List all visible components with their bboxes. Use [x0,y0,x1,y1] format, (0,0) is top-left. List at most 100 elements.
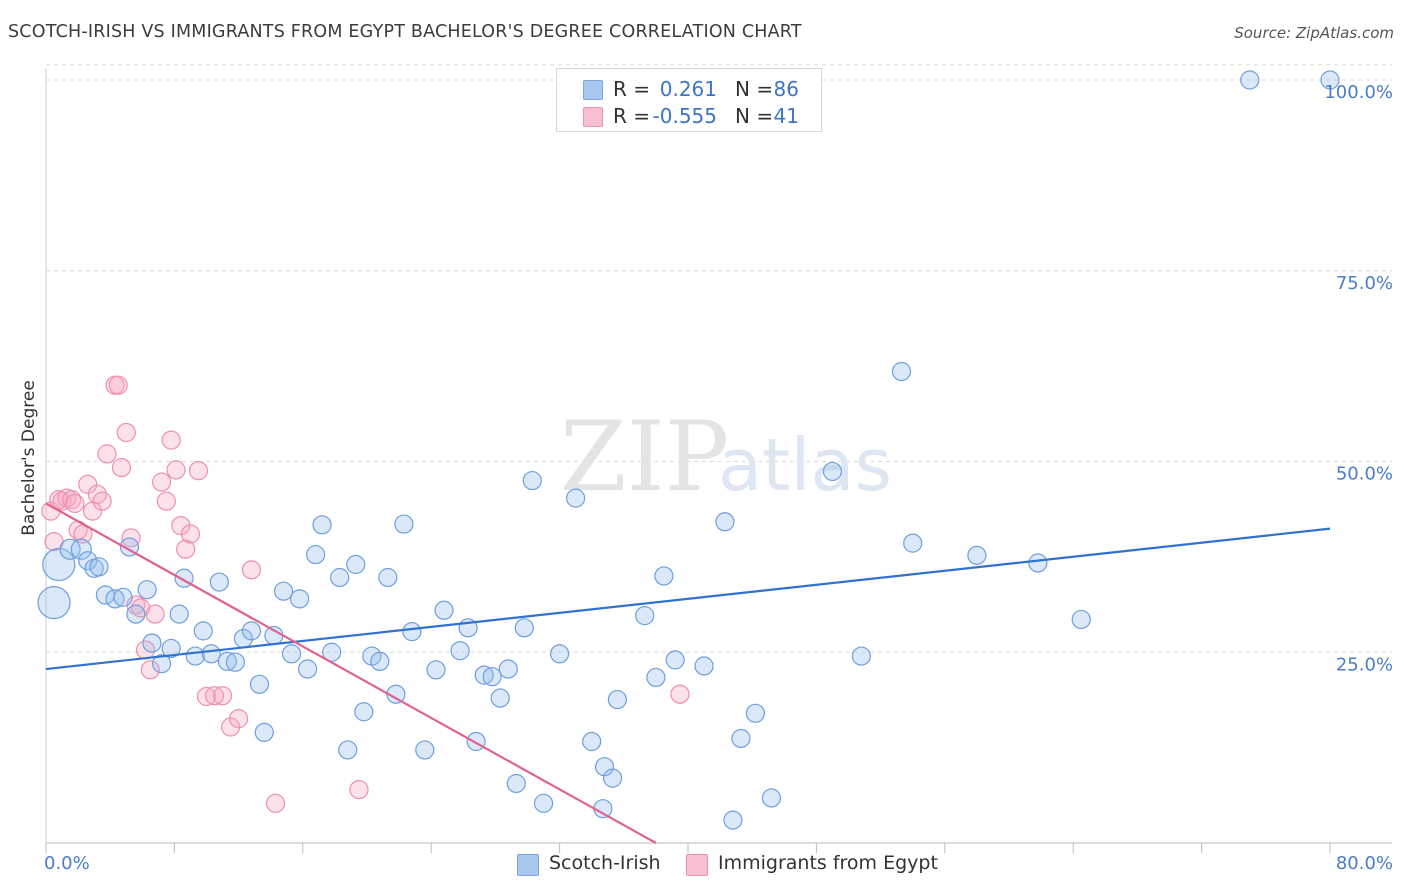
scotch-irish-point [1028,553,1048,573]
series-egypt-points [41,375,690,813]
scotch-irish-point [665,650,685,670]
scotch-irish-point [967,545,987,565]
scotch-irish-point [402,622,422,642]
scotch-irish-point [346,554,366,575]
scotch-irish-point [338,740,358,760]
y-tick-label: 75.0% [1336,273,1393,294]
scotch-irish-point [169,604,189,624]
scotch-irish-point [394,514,414,534]
scotch-irish-point [254,722,274,742]
scotch-irish-point [522,470,542,491]
scotch-irish-point [426,660,446,680]
egypt-point [111,458,132,478]
scotch-irish-point [761,788,782,808]
legend-n-value: 86 [773,77,799,101]
scotch-irish-point [142,633,162,653]
source-credit: Source: ZipAtlas.com [1234,24,1394,42]
scotch-irish-point [289,589,310,609]
scotch-irish-point [201,644,221,664]
egypt-point [212,686,233,706]
scotch-irish-point [126,604,146,624]
scotch-irish-point [113,587,133,607]
scotch-irish-point [306,544,326,565]
scotch-irish-point [654,566,674,586]
legend-r-label: R = [613,104,651,128]
legend-n-label: N = [735,104,774,128]
scotch-irish-point [298,659,318,679]
scotch-irish-point [225,652,245,672]
scotch-irish-point [161,638,181,659]
egypt-point [92,491,112,511]
correlation-legend: R = 0.261 N = 86 R = -0.555 N = 41 [556,68,822,132]
scotch-irish-point [593,799,613,819]
scotch-irish-point [903,533,923,553]
egypt-point [176,539,196,559]
egypt-point [241,560,262,580]
scotch-irish-point [594,757,615,777]
legend-n-label: N = [735,77,774,101]
trendlines [45,502,1331,844]
scotch-irish-point [450,641,470,661]
legend-r-label: R = [613,77,651,101]
egypt-point [151,472,172,492]
scotch-irish-point [607,689,627,710]
egypt-point [265,793,286,813]
scotch-irish-point [273,581,294,601]
scotch-irish-point [209,572,229,592]
y-tick-labels: 25.0% 50.0% 75.0% 100.0% [1324,82,1393,675]
scotch-irish-point [37,586,71,620]
scotch-irish-point [474,665,494,685]
scotch-irish-point [482,667,502,687]
scotch-irish-point [415,740,435,760]
scotch-irish-point [78,551,98,571]
scotch-irish-point [731,728,751,749]
y-axis-label: Bachelor's Degree [19,380,39,536]
scotch-irish-point [466,731,486,752]
egypt-point [166,460,186,480]
egypt-point [180,524,201,544]
egypt-point [161,430,181,450]
scotch-irish-point [715,512,735,532]
watermark: ZIP atlas [560,401,892,513]
scotch-irish-point [312,515,332,535]
y-tick-label: 50.0% [1336,464,1393,485]
grid-lines [46,64,1392,653]
x-tick-label-max: 80.0% [1336,853,1393,874]
egypt-point [145,604,165,624]
scotch-irish-point [241,621,262,641]
scotch-irish-point [89,557,109,577]
scotch-irish-point [151,654,172,674]
egypt-point [116,422,136,443]
scotch-irish-point [281,644,302,664]
watermark-atlas: atlas [718,423,892,507]
bottom-legend-swatch-egypt [686,854,708,876]
egypt-point [156,491,176,511]
series-scotch-irish-points [37,70,1340,830]
scotch-irish-point [1320,70,1340,90]
scotch-irish-point [217,651,237,672]
egypt-point [196,686,217,707]
scotch-irish-point [602,768,623,788]
y-tick-label: 25.0% [1336,654,1393,675]
scotch-irish-point [566,488,586,508]
scotch-irish-point [42,547,76,582]
chart-title: SCOTCH-IRISH VS IMMIGRANTS FROM EGYPT BA… [8,22,802,42]
scotch-irish-point [723,810,743,830]
trendline-scotch-irish [45,527,1331,671]
scotch-irish-point [490,688,510,708]
scotch-irish-point [1240,70,1260,90]
scotch-irish-point [193,621,213,641]
egypt-point [87,484,107,504]
scotch-irish-point [370,651,390,672]
scotch-irish-point [322,642,342,662]
trendline-egypt [45,502,657,844]
bottom-legend-label-egypt: Immigrants from Egypt [718,852,938,874]
scotch-irish-point [891,361,912,382]
scotch-irish-point [745,703,766,723]
legend-r-value: -0.555 [652,104,717,128]
scotch-irish-point [549,644,570,664]
y-tick-label: 100.0% [1324,82,1393,103]
watermark-zip: ZIP [560,401,729,513]
legend-row-egypt: R = -0.555 N = 41 [557,102,821,128]
scotch-irish-point [851,646,871,666]
